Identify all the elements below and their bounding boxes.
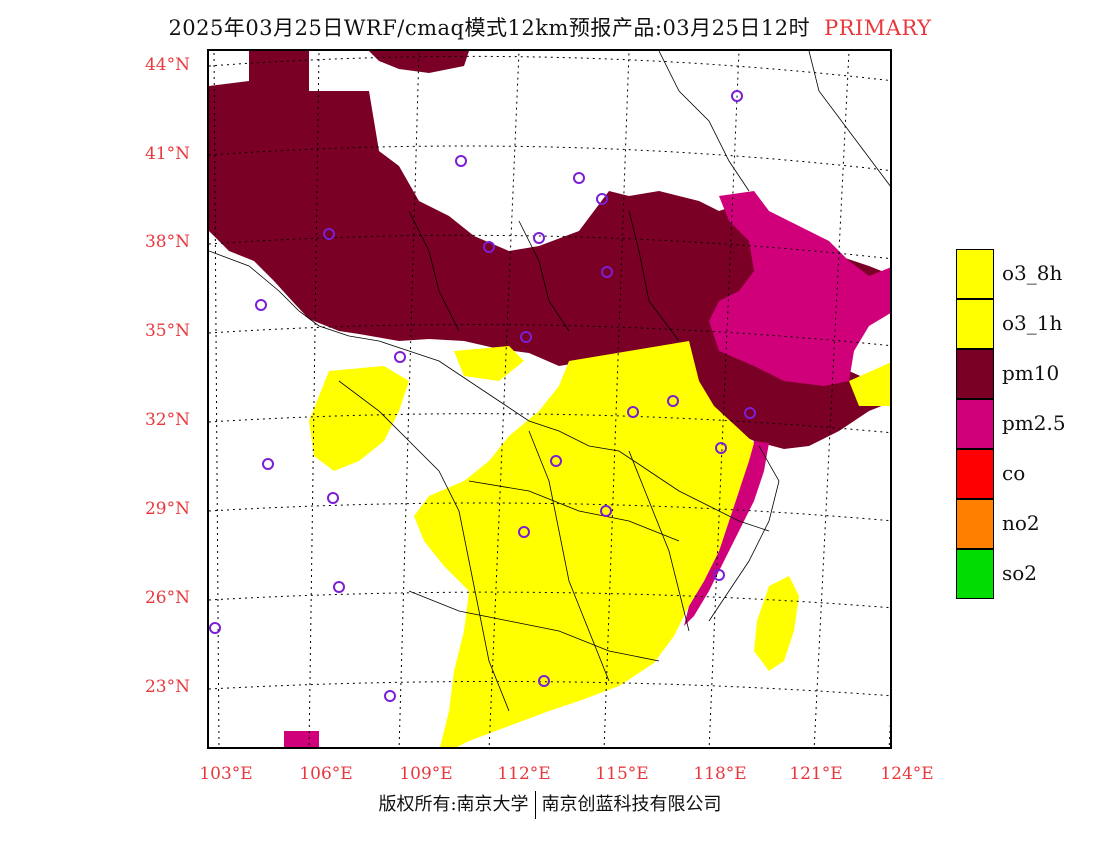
legend-swatch-no2	[956, 499, 994, 549]
lon-label-118: 118°E	[693, 764, 747, 784]
legend-swatch-pm25	[956, 399, 994, 449]
lat-label-35: 35°N	[144, 321, 190, 341]
lon-label-103: 103°E	[199, 764, 253, 784]
lat-label-38: 38°N	[144, 232, 190, 252]
legend-swatch-o3-8h	[956, 249, 994, 299]
o3-taiwan	[754, 576, 799, 671]
copyright-left: 版权所有:南京大学	[378, 794, 529, 815]
lon-label-115: 115°E	[595, 764, 649, 784]
pollutant-map	[209, 51, 890, 747]
o3-north-patch	[454, 346, 524, 381]
boundaries	[209, 51, 890, 712]
legend-label-o3-1h: o3_1h	[1002, 311, 1063, 335]
copyright-footer: 版权所有:南京大学 南京创蓝科技有限公司	[0, 790, 1100, 819]
legend-label-pm10: pm10	[1002, 361, 1060, 385]
legend-label-co: co	[1002, 461, 1026, 485]
map-title-main: 2025年03月25日WRF/cmaq模式12km预报产品:03月25日12时	[168, 16, 811, 40]
city-markers	[209, 90, 756, 702]
legend-swatch-o3-1h	[956, 299, 994, 349]
footer-separator	[534, 791, 536, 819]
lon-label-124: 124°E	[880, 764, 934, 784]
copyright-right: 南京创蓝科技有限公司	[541, 794, 722, 815]
legend-label-so2: so2	[1002, 561, 1038, 585]
pm25-sw-patch	[284, 731, 319, 747]
lat-label-23: 23°N	[144, 677, 190, 697]
lat-label-26: 26°N	[144, 588, 190, 608]
legend-swatch-so2	[956, 549, 994, 599]
lon-label-112: 112°E	[497, 764, 551, 784]
legend-label-pm25: pm2.5	[1002, 411, 1066, 435]
legend-swatch-co	[956, 449, 994, 499]
map-title: 2025年03月25日WRF/cmaq模式12km预报产品:03月25日12时 P…	[0, 12, 1100, 42]
legend-label-o3-8h: o3_8h	[1002, 261, 1063, 285]
graticule	[209, 51, 890, 747]
pm25-east-region	[709, 191, 890, 386]
lat-label-32: 32°N	[144, 410, 190, 430]
lon-label-109: 109°E	[399, 764, 453, 784]
o3-east-patch	[849, 362, 890, 406]
o3-south-region	[414, 341, 754, 747]
map-area	[207, 49, 892, 749]
lat-label-29: 29°N	[144, 499, 190, 519]
map-title-tag: PRIMARY	[824, 16, 932, 40]
lat-label-41: 41°N	[144, 144, 190, 164]
pm25-coast-strip	[684, 441, 769, 626]
lon-label-106: 106°E	[299, 764, 353, 784]
o3-west-patch	[309, 366, 409, 471]
lat-label-44: 44°N	[144, 55, 190, 75]
lon-label-121: 121°E	[789, 764, 843, 784]
legend-swatch-pm10	[956, 349, 994, 399]
legend-label-no2: no2	[1002, 511, 1040, 535]
